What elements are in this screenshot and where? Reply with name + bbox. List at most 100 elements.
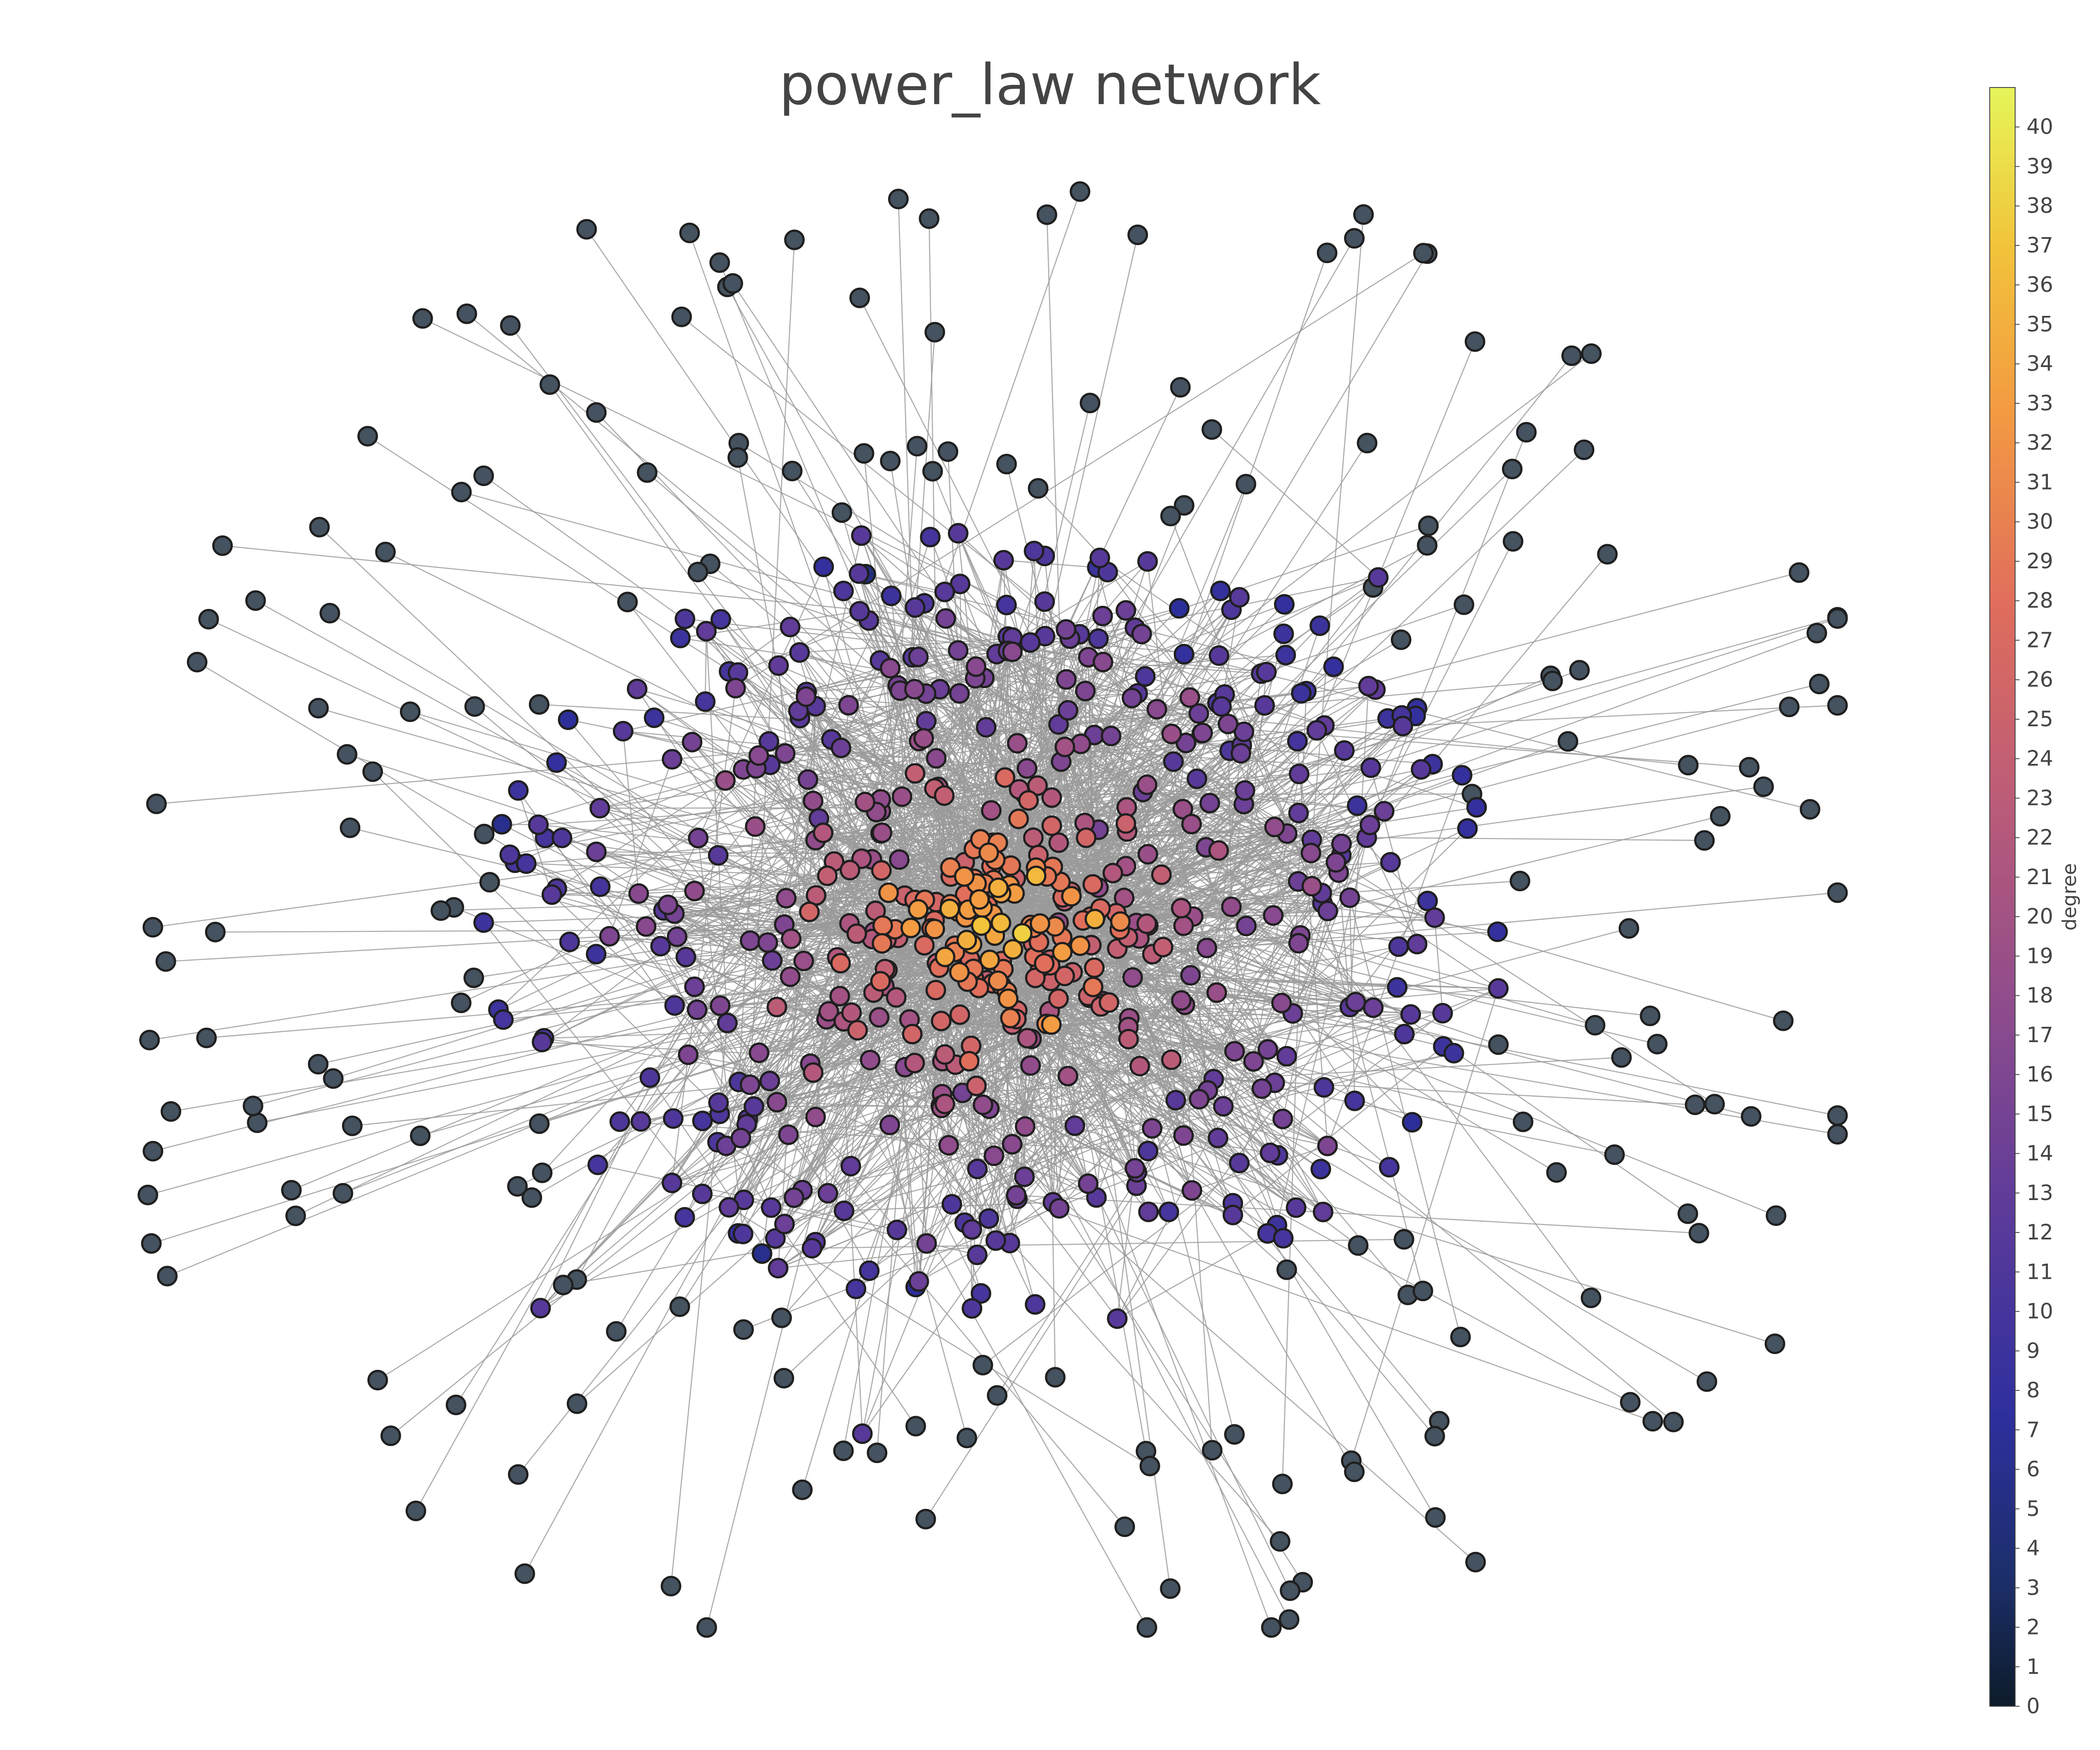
network-node[interactable] — [1260, 1142, 1281, 1163]
network-node[interactable] — [942, 1194, 962, 1215]
network-node[interactable] — [745, 816, 766, 837]
network-node[interactable] — [722, 273, 743, 294]
network-node[interactable] — [380, 1425, 401, 1446]
network-node[interactable] — [587, 1155, 608, 1175]
network-node[interactable] — [1218, 714, 1239, 735]
network-node[interactable] — [1054, 966, 1075, 987]
network-node[interactable] — [463, 967, 484, 988]
network-node[interactable] — [732, 1224, 753, 1244]
network-node[interactable] — [1344, 228, 1365, 249]
network-node[interactable] — [833, 1440, 854, 1461]
network-node[interactable] — [717, 1012, 738, 1033]
network-node[interactable] — [340, 817, 360, 838]
network-node[interactable] — [1152, 937, 1173, 958]
network-node[interactable] — [710, 609, 732, 630]
network-node[interactable] — [1192, 722, 1213, 743]
network-node[interactable] — [375, 542, 396, 563]
network-node[interactable] — [1457, 818, 1478, 839]
network-node[interactable] — [1020, 1055, 1041, 1076]
network-node[interactable] — [846, 923, 867, 944]
network-node[interactable] — [872, 915, 893, 936]
network-node[interactable] — [1056, 669, 1077, 690]
network-node[interactable] — [1026, 865, 1046, 886]
network-node[interactable] — [935, 608, 956, 629]
network-node[interactable] — [1272, 1109, 1293, 1130]
network-node[interactable] — [1452, 765, 1473, 786]
network-node[interactable] — [1188, 703, 1209, 724]
network-node[interactable] — [792, 1479, 813, 1500]
network-node[interactable] — [926, 748, 947, 769]
network-node[interactable] — [959, 1051, 980, 1072]
network-node[interactable] — [831, 502, 852, 523]
network-node[interactable] — [1363, 997, 1384, 1018]
network-node[interactable] — [1516, 422, 1537, 443]
network-node[interactable] — [1388, 936, 1409, 957]
network-node[interactable] — [766, 997, 788, 1018]
network-node[interactable] — [860, 1050, 881, 1071]
network-node[interactable] — [247, 1112, 268, 1133]
network-node[interactable] — [1331, 833, 1352, 854]
network-node[interactable] — [1233, 721, 1254, 742]
network-node[interactable] — [838, 695, 859, 716]
network-node[interactable] — [1273, 623, 1294, 644]
network-node[interactable] — [789, 642, 810, 663]
network-node[interactable] — [795, 686, 816, 707]
network-node[interactable] — [500, 315, 521, 336]
network-node[interactable] — [962, 1298, 983, 1319]
network-node[interactable] — [688, 828, 709, 849]
network-node[interactable] — [242, 1096, 263, 1116]
network-node[interactable] — [757, 932, 778, 953]
network-node[interactable] — [1413, 243, 1434, 264]
network-node[interactable] — [1014, 1166, 1035, 1187]
network-node[interactable] — [1271, 993, 1292, 1014]
network-node[interactable] — [854, 791, 875, 812]
network-node[interactable] — [1160, 506, 1181, 526]
network-node[interactable] — [780, 616, 801, 637]
network-node[interactable] — [905, 763, 925, 784]
network-node[interactable] — [479, 872, 500, 892]
network-node[interactable] — [612, 721, 634, 742]
network-node[interactable] — [1677, 1203, 1698, 1224]
network-node[interactable] — [708, 845, 729, 866]
network-node[interactable] — [925, 980, 946, 1001]
network-node[interactable] — [846, 1278, 866, 1299]
network-node[interactable] — [1181, 1180, 1202, 1201]
network-node[interactable] — [137, 1184, 158, 1205]
network-node[interactable] — [1075, 681, 1096, 701]
network-node[interactable] — [1425, 1507, 1446, 1528]
network-node[interactable] — [993, 550, 1014, 570]
network-node[interactable] — [1121, 688, 1142, 708]
network-node[interactable] — [1806, 623, 1827, 644]
network-node[interactable] — [830, 986, 850, 1007]
network-node[interactable] — [1317, 900, 1338, 921]
network-node[interactable] — [1199, 793, 1220, 814]
network-node[interactable] — [916, 711, 937, 732]
network-node[interactable] — [1049, 1198, 1070, 1219]
network-node[interactable] — [319, 603, 340, 623]
network-node[interactable] — [1276, 1259, 1297, 1280]
network-node[interactable] — [143, 1141, 164, 1162]
network-node[interactable] — [803, 791, 823, 812]
network-node[interactable] — [916, 1233, 937, 1254]
network-node[interactable] — [539, 374, 560, 395]
network-node[interactable] — [987, 1385, 1008, 1406]
network-node[interactable] — [676, 947, 696, 967]
network-node[interactable] — [1114, 1516, 1135, 1537]
network-node[interactable] — [1202, 1440, 1223, 1461]
network-node[interactable] — [1407, 934, 1428, 955]
network-node[interactable] — [1368, 567, 1389, 588]
network-node[interactable] — [939, 899, 960, 919]
network-node[interactable] — [1229, 587, 1250, 608]
network-node[interactable] — [599, 926, 620, 947]
network-node[interactable] — [888, 189, 909, 210]
network-node[interactable] — [919, 208, 940, 229]
network-node[interactable] — [1618, 918, 1639, 939]
network-node[interactable] — [308, 698, 329, 719]
network-node[interactable] — [281, 1180, 302, 1200]
network-node[interactable] — [1766, 1205, 1786, 1226]
network-node[interactable] — [675, 609, 696, 630]
network-node[interactable] — [464, 696, 485, 717]
network-node[interactable] — [1585, 1015, 1606, 1036]
network-node[interactable] — [1158, 1201, 1180, 1222]
network-node[interactable] — [1450, 1326, 1471, 1348]
